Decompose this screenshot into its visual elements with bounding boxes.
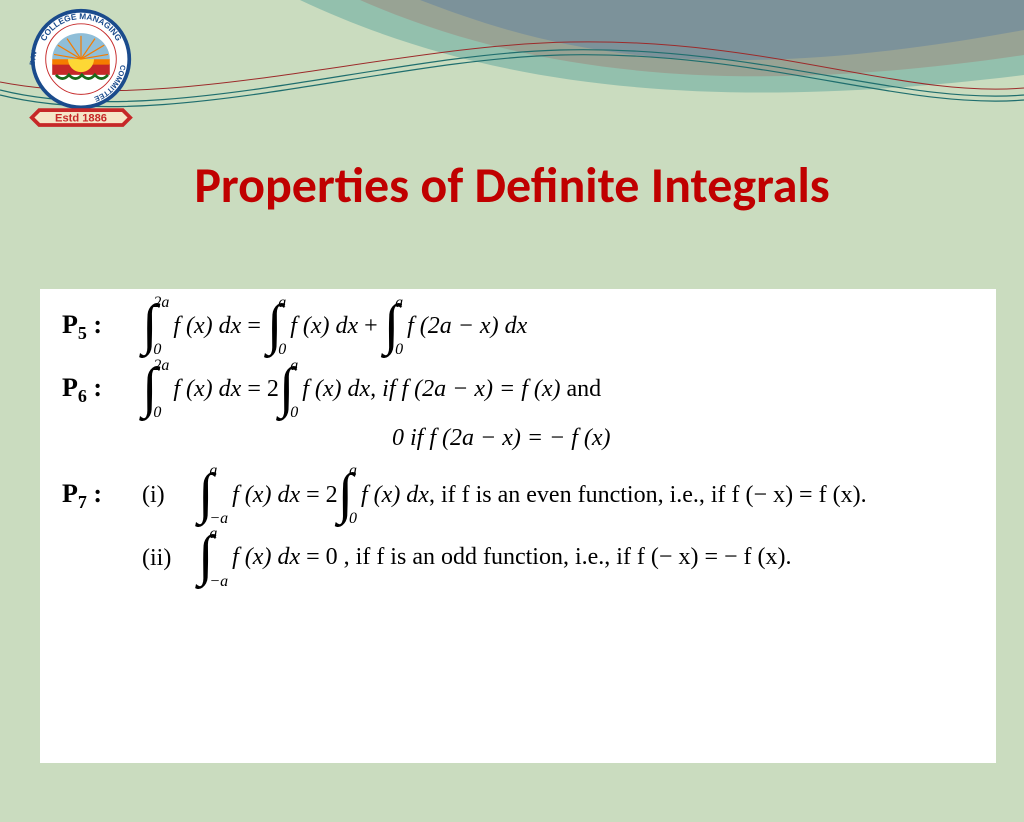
logo-banner-text: Estd 1886: [55, 112, 107, 124]
p7-label: P7 :: [62, 479, 142, 513]
slide-title: Properties of Definite Integrals: [0, 155, 1024, 216]
p6-label: P6 :: [62, 373, 142, 407]
property-p7-i: P7 : (i) ∫a−af (x) dx = 2∫a0f (x) dx, if…: [62, 474, 974, 519]
p7-i-expression: ∫a−af (x) dx = 2∫a0f (x) dx, if f is an …: [198, 474, 867, 519]
p5-label: P5 :: [62, 310, 142, 344]
p7-i-roman: (i): [142, 482, 198, 509]
p6-expression: ∫2a0f (x) dx = 2∫a0f (x) dx, if f (2a − …: [142, 368, 601, 413]
property-p7-ii: (ii) ∫a−af (x) dx = 0 , if f is an odd f…: [142, 536, 974, 581]
property-p5: P5 : ∫2a0f (x) dx = ∫a0f (x) dx + ∫a0f (…: [62, 305, 974, 350]
property-p6: P6 : ∫2a0f (x) dx = 2∫a0f (x) dx, if f (…: [62, 368, 974, 413]
p7-ii-expression: ∫a−af (x) dx = 0 , if f is an odd functi…: [198, 536, 792, 581]
p5-expression: ∫2a0f (x) dx = ∫a0f (x) dx + ∫a0f (2a − …: [142, 305, 527, 350]
header-waves: [0, 0, 1024, 150]
p6-second-line: 0 if f (2a − x) = − f (x): [392, 425, 974, 452]
college-logo: COLLEGE MANAGING DAV COMMITTEE Estd 1886: [16, 8, 146, 138]
content-panel: P5 : ∫2a0f (x) dx = ∫a0f (x) dx + ∫a0f (…: [40, 289, 996, 763]
p7-ii-roman: (ii): [142, 545, 198, 572]
